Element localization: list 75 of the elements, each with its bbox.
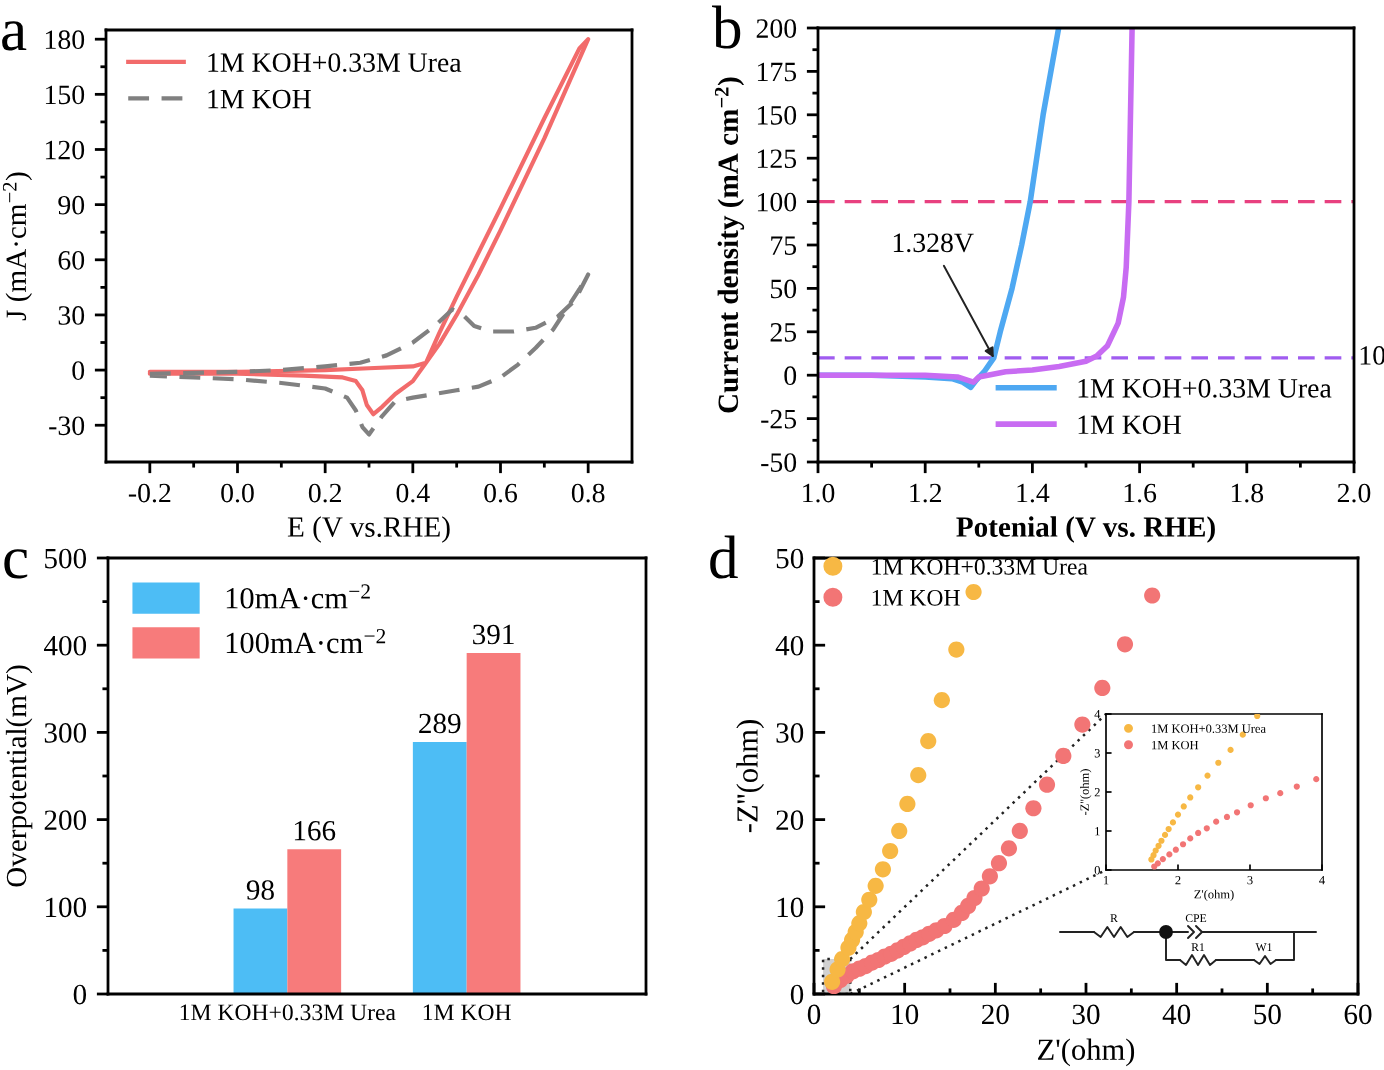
x-axis-title: E (V vs.RHE) [287, 516, 450, 543]
legend-label: 1M KOH [1078, 415, 1182, 435]
y-axis-title: J (mA·cm$^{−2}$) [2, 172, 33, 321]
y-tick-label: 150 [45, 85, 85, 105]
legend-label: 1M KOH [208, 89, 311, 109]
y-tick-label: 125 [757, 149, 797, 169]
y-tick-label: 0 [73, 984, 87, 1005]
x-tick-label: 1.6 [1124, 483, 1157, 503]
y-tick-label: 200 [756, 19, 797, 38]
y-tick-label: 50 [771, 279, 797, 299]
x-tick-label: 0.0 [221, 483, 254, 503]
y-tick-label: 120 [45, 140, 85, 160]
y-tick-label: 20 [776, 810, 804, 831]
y-tick-label: -30 [49, 416, 85, 436]
y-tick-label: 30 [776, 723, 804, 743]
y-tick-label: 40 [775, 635, 804, 656]
legend-label: 1M KOH+0.33M Urea [1078, 378, 1332, 398]
y-tick-label: 400 [43, 635, 87, 656]
data-label: 166 [294, 820, 336, 841]
y-tick-label: 0 [72, 361, 85, 380]
x-tick-label: 0.8 [571, 483, 605, 503]
y-tick-label: 0 [790, 984, 804, 1005]
x-tick-label: 20 [982, 1004, 1009, 1025]
x-tick-label: 0.6 [484, 483, 518, 503]
data-label: 391 [473, 624, 514, 645]
data-label: 289 [419, 713, 461, 734]
y-tick-label: 300 [44, 723, 87, 743]
x-tick-label: 40 [1162, 1004, 1191, 1025]
x-tick-label: 50 [1254, 1004, 1281, 1025]
y-tick-label: 25 [770, 323, 797, 342]
y-tick-label: 150 [757, 105, 797, 125]
legend-label: 1M KOH [872, 589, 960, 606]
y-axis-title: -Z''(ohm) [736, 720, 764, 833]
y-tick-label: 100 [45, 897, 87, 918]
y-tick-label: 30 [58, 306, 85, 325]
legend-label: 100mA·cm$^{−2}$ [226, 628, 386, 654]
y-tick-label: 75 [771, 236, 797, 255]
x-tick-label: 1.8 [1231, 483, 1264, 503]
y-tick-label: 90 [58, 195, 85, 215]
legend-label: 10mA·cm$^{−2}$ [226, 584, 370, 609]
x-tick-label: 1M KOH+0.33M Urea [180, 1004, 396, 1021]
annotation: 1.328V [893, 233, 974, 253]
data-label: 98 [246, 880, 274, 900]
x-tick-label: 0.2 [308, 483, 341, 503]
x-tick-label: 1.0 [803, 483, 835, 503]
y-tick-label: -50 [761, 453, 797, 472]
x-tick-label: 2.0 [1337, 483, 1371, 503]
legend-label: 1M KOH+0.33M Urea [872, 558, 1088, 575]
x-tick-label: -0.2 [128, 483, 171, 503]
x-tick-label: 1M KOH [423, 1004, 511, 1021]
y-tick-label: -25 [761, 409, 797, 429]
x-axis-title: Potenial (V vs. RHE) [956, 516, 1215, 543]
x-tick-label: 0.4 [396, 483, 430, 503]
y-tick-label: 100 [757, 192, 797, 212]
y-tick-label: 175 [757, 62, 797, 82]
y-axis-title: Overpotential(mV) [5, 665, 33, 887]
y-tick-label: 10 [777, 897, 804, 918]
y-tick-label: 60 [58, 250, 85, 270]
x-axis-title: Z'(ohm) [1038, 1038, 1135, 1067]
y-axis-title: Current density (mA cm$^{−2}$) [714, 77, 745, 413]
chart-title: d [710, 535, 738, 579]
chart-title: c [4, 549, 28, 579]
chart-title: b [712, 5, 741, 49]
x-tick-label: 0 [807, 1004, 821, 1025]
y-tick-label: 200 [44, 810, 87, 831]
chart-title: a [2, 21, 27, 51]
x-tick-label: 1.4 [1017, 483, 1050, 503]
x-tick-label: 60 [1344, 1004, 1372, 1025]
x-tick-label: 1.2 [910, 483, 942, 503]
y-tick-label: 180 [45, 30, 85, 50]
y-tick-label: 500 [45, 548, 87, 569]
legend-label: 1M KOH+0.33M Urea [208, 53, 462, 73]
y-tick-label: 50 [776, 548, 804, 569]
y-tick-label: 0 [784, 366, 797, 386]
x-tick-label: 10 [892, 1004, 919, 1025]
